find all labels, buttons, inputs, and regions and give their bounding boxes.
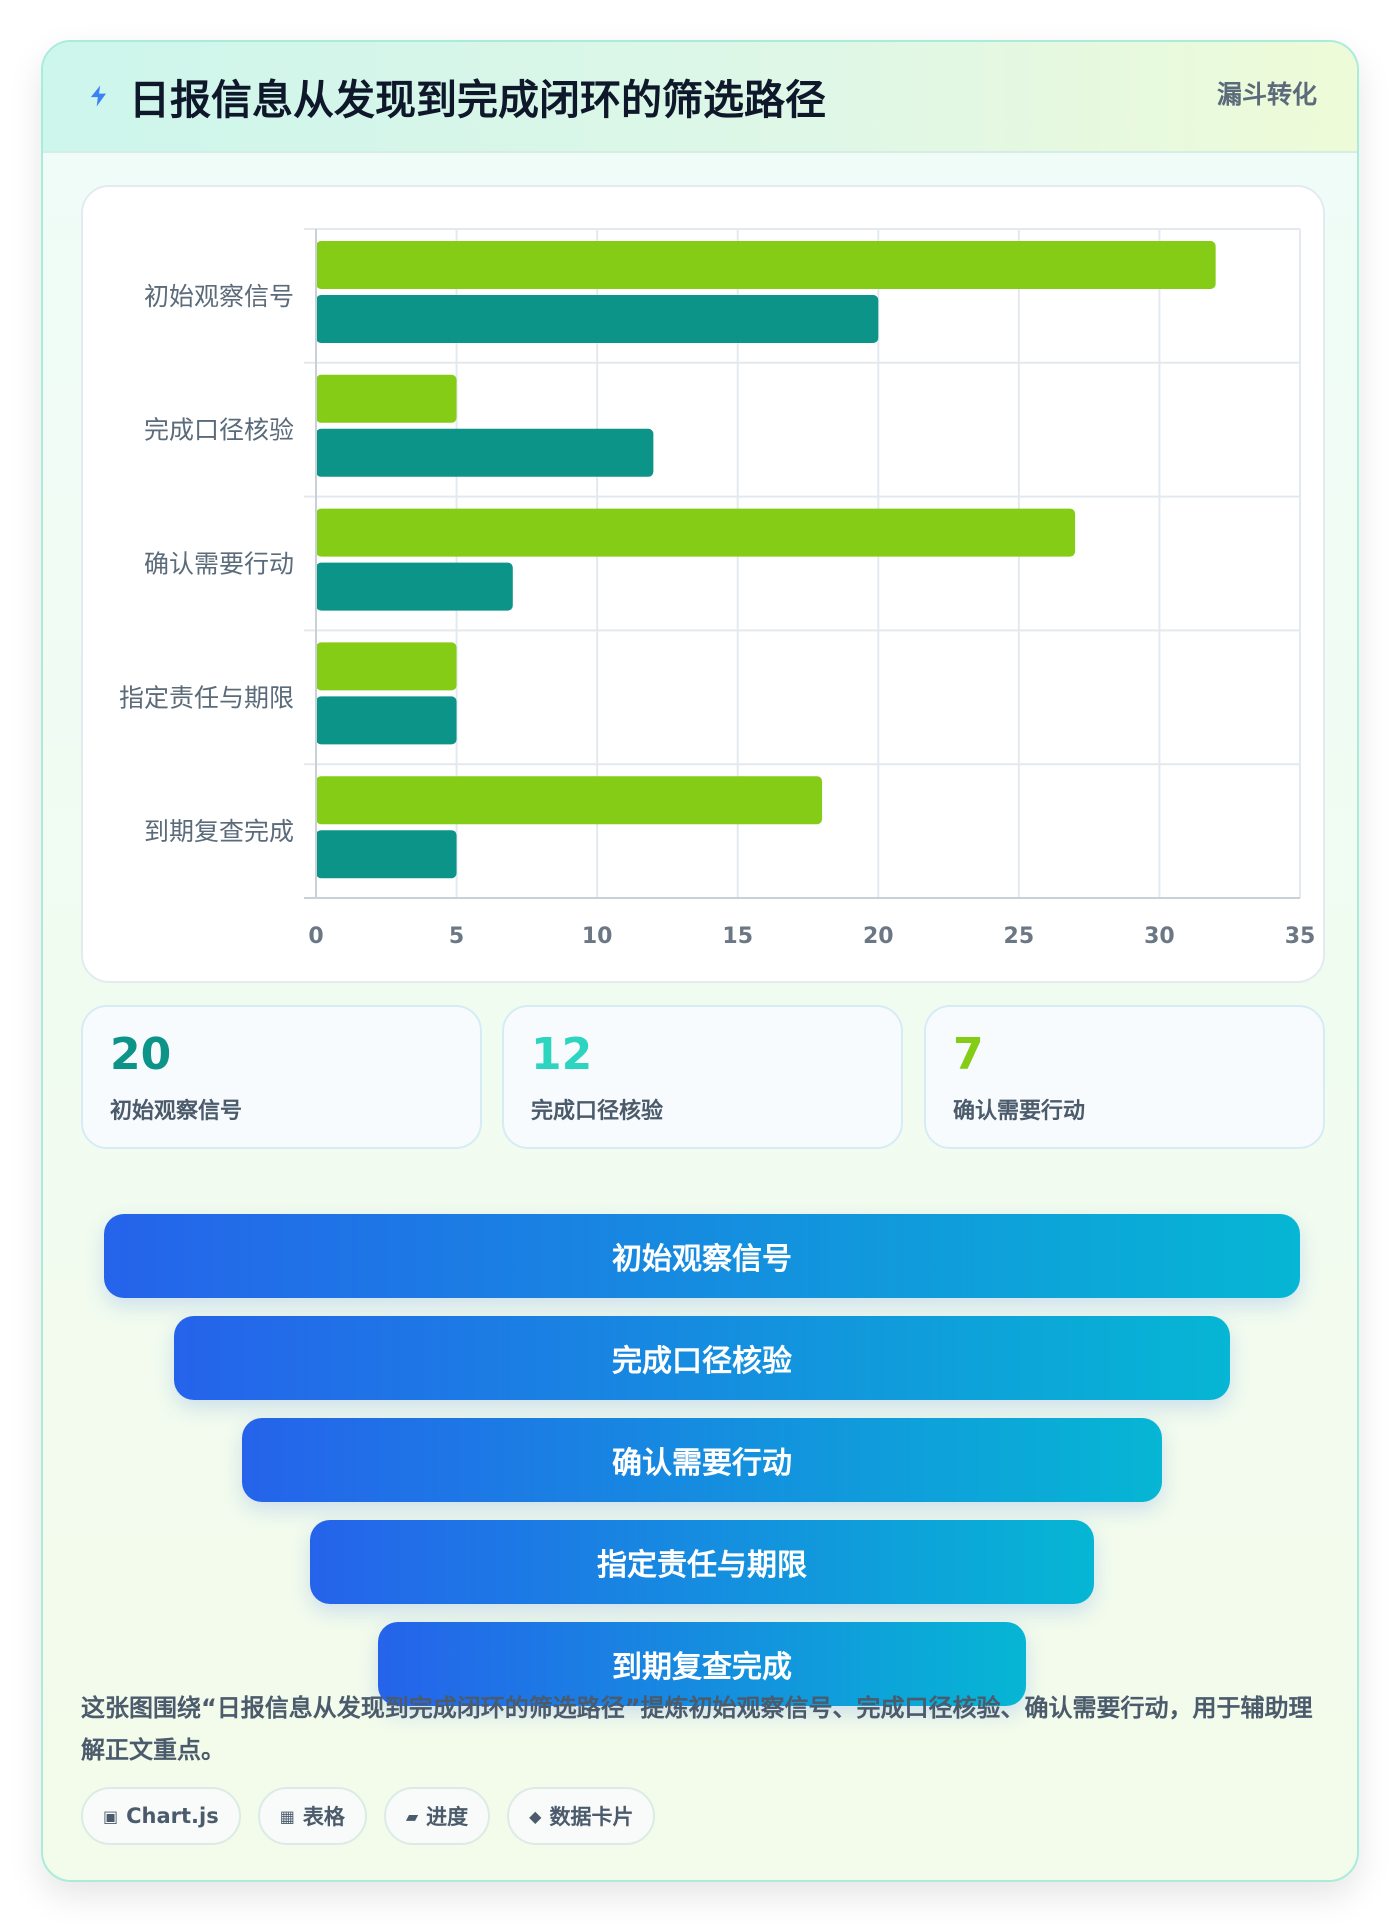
category-label: 确认需要行动 <box>144 550 294 579</box>
funnel-step-1: 完成口径核验 <box>174 1316 1230 1400</box>
stat-label: 确认需要行动 <box>953 1099 1086 1124</box>
category-label: 完成口径核验 <box>144 416 294 445</box>
chip-label: Chart.js <box>126 1804 219 1828</box>
x-tick-label: 5 <box>449 924 464 949</box>
table-icon: ▦ <box>279 1806 295 1826</box>
stat-label: 完成口径核验 <box>531 1099 664 1124</box>
stat-value: 12 <box>531 1029 593 1080</box>
bar-series-0-0 <box>316 241 1216 289</box>
category-tag: 漏斗转化 <box>1216 80 1317 109</box>
stat-value: 20 <box>110 1029 172 1080</box>
category-label: 指定责任与期限 <box>119 683 294 712</box>
chip-progress[interactable]: ▰ 进度 <box>383 1787 491 1845</box>
funnel-step-3: 指定责任与期限 <box>310 1520 1094 1604</box>
chip-label: 数据卡片 <box>549 1805 634 1829</box>
bar-series-1-4 <box>316 830 457 879</box>
stat-card-0: 20 初始观察信号 <box>81 1005 482 1149</box>
stat-label: 初始观察信号 <box>110 1099 243 1124</box>
chip-data-card[interactable]: ◆ 数据卡片 <box>507 1787 656 1845</box>
progress-icon: ▰ <box>405 1806 419 1826</box>
bar-series-0-2 <box>316 508 1076 557</box>
x-tick-label: 20 <box>863 924 894 949</box>
x-tick-label: 10 <box>582 924 613 949</box>
stat-cards: 20 初始观察信号 12 完成口径核验 7 确认需要行动 <box>81 1005 1325 1149</box>
bar-series-0-1 <box>316 374 457 423</box>
stat-card-2: 7 确认需要行动 <box>924 1005 1325 1149</box>
funnel-step-0: 初始观察信号 <box>104 1214 1300 1298</box>
bar-series-0-4 <box>316 776 823 825</box>
card-header: 日报信息从发现到完成闭环的筛选路径 漏斗转化 <box>43 42 1357 153</box>
description-text: 这张图围绕“日报信息从发现到完成闭环的筛选路径”提炼初始观察信号、完成口径核验、… <box>81 1694 1313 1764</box>
category-label: 初始观察信号 <box>144 282 294 311</box>
x-tick-label: 0 <box>308 924 323 949</box>
bar-series-1-0 <box>316 295 879 343</box>
bar-series-0-3 <box>316 642 457 691</box>
funnel: 初始观察信号 完成口径核验 确认需要行动 指定责任与期限 到期复查完成 <box>43 1172 1357 1706</box>
chip-chartjs[interactable]: ▣ Chart.js <box>81 1787 241 1845</box>
chart-icon: ▣ <box>103 1806 119 1826</box>
funnel-step-4: 到期复查完成 <box>378 1622 1026 1706</box>
bar-series-1-3 <box>316 696 457 745</box>
category-label: 到期复查完成 <box>144 817 294 846</box>
chip-table[interactable]: ▦ 表格 <box>257 1787 367 1845</box>
stat-card-1: 12 完成口径核验 <box>502 1005 903 1149</box>
page-title: 日报信息从发现到完成闭环的筛选路径 <box>129 76 826 124</box>
diamond-icon: ◆ <box>529 1806 542 1826</box>
funnel-step-2: 确认需要行动 <box>242 1418 1162 1502</box>
stat-value: 7 <box>953 1029 984 1080</box>
bar-series-1-1 <box>316 428 654 477</box>
chip-label: 表格 <box>302 1805 345 1829</box>
bar-series-1-2 <box>316 562 513 611</box>
x-tick-label: 35 <box>1285 924 1316 949</box>
x-tick-label: 15 <box>722 924 753 949</box>
infographic-card: 日报信息从发现到完成闭环的筛选路径 漏斗转化 初始观察信号 完成口径核验 确认需要行… <box>41 40 1359 1882</box>
chip-label: 进度 <box>426 1805 469 1829</box>
bar-chart-panel: 初始观察信号 完成口径核验 确认需要行动指定责任与期限到期复查完成 0 5 10 15 20 2… <box>81 185 1325 983</box>
lightning-icon <box>83 80 115 112</box>
feature-chips: ▣ Chart.js ▦ 表格 ▰ 进度 ◆ 数据卡片 <box>81 1787 656 1845</box>
x-tick-label: 30 <box>1144 924 1175 949</box>
x-tick-label: 25 <box>1004 924 1035 949</box>
